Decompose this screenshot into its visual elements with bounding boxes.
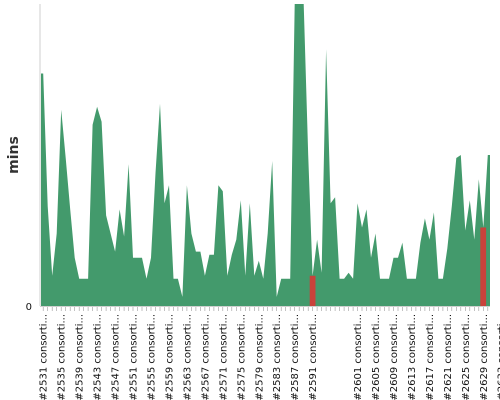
- y-axis-label: mins: [6, 136, 22, 174]
- x-tick-label: #2559 consorti...: [165, 314, 176, 400]
- duration-area: [41, 4, 490, 306]
- x-tick-label: #2605 consorti...: [371, 314, 382, 400]
- x-tick-label: #2543 consorti...: [93, 314, 104, 400]
- x-tick-label: #2625 consorti...: [461, 314, 472, 400]
- x-tick-label: #2563 consorti...: [182, 314, 193, 400]
- x-tick-label: #2617 consorti...: [425, 314, 436, 400]
- x-tick-label: #2629 consorti...: [479, 314, 490, 400]
- x-tick-label: #2583 consorti...: [272, 314, 283, 400]
- x-tick-label: #2555 consorti...: [147, 314, 158, 400]
- x-tick-label: #2601 consorti...: [353, 314, 364, 400]
- y-tick-label-zero: 0: [26, 302, 32, 313]
- x-tick-label: #2613 consorti...: [407, 314, 418, 400]
- x-tick-label: #2579 consorti...: [254, 314, 265, 400]
- x-tick-label: #2571 consorti...: [218, 314, 229, 400]
- x-tick-label: #2587 consorti...: [290, 314, 301, 400]
- x-tick-label: #2531 consorti...: [39, 314, 50, 400]
- plot-area: [41, 4, 490, 306]
- x-tick-label: #2591 consorti...: [308, 314, 319, 400]
- x-tick-label: #2609 consorti...: [389, 314, 400, 400]
- x-tick-label: #2621 consorti...: [443, 314, 454, 400]
- failed-build-marker: [480, 227, 487, 306]
- x-tick-label: #2575 consorti...: [236, 314, 247, 400]
- x-axis-tick-labels: #2531 consorti... #2535 consorti... #2539 …: [39, 314, 500, 400]
- failed-build-marker: [309, 275, 316, 306]
- x-tick-label: #2567 consorti...: [200, 314, 211, 400]
- x-axis-ticks: [42, 307, 489, 311]
- x-tick-label: #2547 consorti...: [111, 314, 122, 400]
- x-tick-label: #2535 consorti...: [57, 314, 68, 400]
- x-tick-label: #2633 consorti...: [497, 314, 500, 400]
- x-tick-label: #2539 consorti...: [75, 314, 86, 400]
- x-tick-label: #2551 consorti...: [129, 314, 140, 400]
